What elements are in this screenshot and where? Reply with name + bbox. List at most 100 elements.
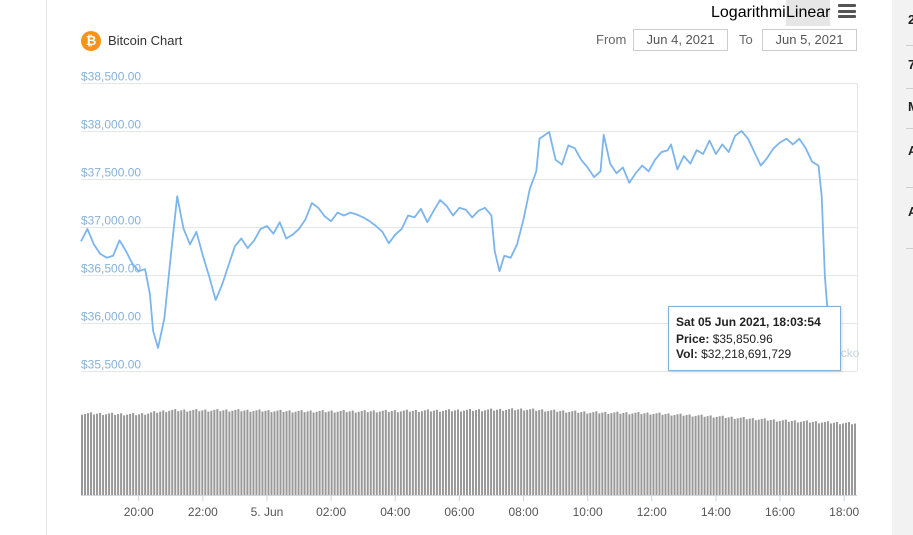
volume-bar bbox=[117, 414, 120, 495]
volume-bar bbox=[81, 414, 84, 495]
volume-bar bbox=[475, 410, 478, 495]
volume-bar bbox=[781, 420, 784, 495]
volume-bar bbox=[787, 421, 790, 495]
tooltip-price-value: $35,850.96 bbox=[712, 332, 773, 346]
volume-bar bbox=[508, 409, 511, 495]
volume-bar bbox=[321, 410, 324, 495]
x-tick-label: 06:00 bbox=[444, 505, 474, 519]
volume-bar bbox=[568, 411, 571, 495]
volume-bar bbox=[796, 422, 799, 495]
divider bbox=[906, 187, 913, 188]
volume-bar bbox=[381, 410, 384, 495]
volume-bar bbox=[622, 412, 625, 495]
volume-bar bbox=[177, 411, 180, 495]
volume-bar bbox=[742, 417, 745, 495]
volume-bar bbox=[225, 409, 228, 495]
divider bbox=[906, 128, 913, 129]
volume-bar bbox=[766, 420, 769, 495]
volume-bar bbox=[387, 411, 390, 495]
volume-bar bbox=[237, 409, 240, 495]
volume-bar bbox=[751, 418, 754, 495]
volume-bar bbox=[610, 413, 613, 495]
volume-bar bbox=[339, 410, 342, 495]
volume-bar bbox=[180, 410, 183, 495]
x-tick-label: 16:00 bbox=[765, 505, 795, 519]
volume-bar bbox=[505, 410, 508, 495]
volume-bar bbox=[853, 423, 856, 495]
volume-bar bbox=[733, 418, 736, 495]
volume-bar bbox=[270, 412, 273, 495]
x-tick-label: 20:00 bbox=[124, 505, 154, 519]
volume-bar bbox=[664, 414, 667, 495]
volume-bar bbox=[135, 415, 138, 495]
volume-bar bbox=[351, 410, 354, 495]
volume-bar bbox=[447, 409, 450, 495]
volume-bar bbox=[348, 411, 351, 495]
x-tick-label: 18:00 bbox=[829, 505, 859, 519]
from-date-input[interactable]: Jun 4, 2021 bbox=[633, 29, 728, 51]
volume-bar bbox=[808, 422, 811, 495]
volume-bar bbox=[775, 421, 778, 495]
tooltip-price-label: Price: bbox=[676, 332, 710, 346]
volume-bar bbox=[438, 411, 441, 495]
volume-bar bbox=[228, 411, 231, 495]
volume-bar bbox=[604, 411, 607, 495]
x-tick-label: 5. Jun bbox=[251, 505, 284, 519]
volume-bar bbox=[267, 410, 270, 495]
linear-scale-button[interactable]: Linear bbox=[786, 0, 830, 26]
volume-bar bbox=[189, 410, 192, 495]
volume-bar bbox=[520, 408, 523, 495]
volume-bar bbox=[691, 416, 694, 495]
volume-bar bbox=[240, 411, 243, 495]
volume-bar bbox=[393, 410, 396, 495]
volume-bar bbox=[96, 413, 99, 495]
volume-bar bbox=[562, 410, 565, 495]
volume-bar bbox=[628, 414, 631, 495]
volume-bar bbox=[532, 408, 535, 495]
volume-bar bbox=[670, 415, 673, 495]
volume-bar bbox=[345, 412, 348, 495]
logarithmic-scale-button[interactable]: Logarithmic bbox=[711, 4, 794, 21]
volume-bar bbox=[441, 410, 444, 495]
to-date-input[interactable]: Jun 5, 2021 bbox=[762, 29, 857, 51]
volume-bar bbox=[676, 414, 679, 495]
volume-bar bbox=[333, 412, 336, 495]
volume-bar bbox=[655, 413, 658, 495]
from-label: From bbox=[596, 32, 627, 47]
volume-bar bbox=[183, 409, 186, 495]
volume-bar bbox=[523, 410, 526, 495]
volume-bar bbox=[829, 423, 832, 495]
volume-bar bbox=[429, 411, 432, 495]
volume-bar bbox=[499, 408, 502, 495]
volume-bar bbox=[586, 413, 589, 495]
volume-bar bbox=[496, 409, 499, 495]
volume-bar bbox=[697, 415, 700, 495]
volume-bar bbox=[141, 413, 144, 495]
bitcoin-logo-icon: ₿ bbox=[81, 31, 101, 51]
volume-bar bbox=[832, 422, 835, 495]
volume-bar bbox=[748, 418, 751, 495]
x-tick-label: 14:00 bbox=[701, 505, 731, 519]
x-tick-label: 04:00 bbox=[380, 505, 410, 519]
volume-bar bbox=[411, 410, 414, 495]
volume-bar bbox=[87, 413, 90, 495]
volume-bar bbox=[165, 412, 168, 495]
volume-bar bbox=[84, 413, 87, 495]
volume-bar bbox=[162, 410, 165, 495]
right-column-text: M bbox=[908, 99, 913, 114]
volume-bar bbox=[652, 413, 655, 495]
tooltip-date: Sat 05 Jun 2021, 18:03:54 bbox=[676, 315, 821, 329]
volume-bar bbox=[459, 411, 462, 495]
hamburger-menu-icon[interactable] bbox=[838, 4, 856, 18]
volume-bar bbox=[294, 411, 297, 495]
volume-bar bbox=[835, 422, 838, 495]
volume-bar bbox=[171, 409, 174, 495]
volume-bar bbox=[739, 417, 742, 495]
volume-bar bbox=[469, 408, 472, 495]
volume-bar bbox=[222, 410, 225, 495]
volume-bar bbox=[820, 422, 823, 495]
volume-bar bbox=[90, 412, 93, 495]
volume-bar bbox=[414, 409, 417, 495]
volume-bar bbox=[129, 413, 132, 495]
